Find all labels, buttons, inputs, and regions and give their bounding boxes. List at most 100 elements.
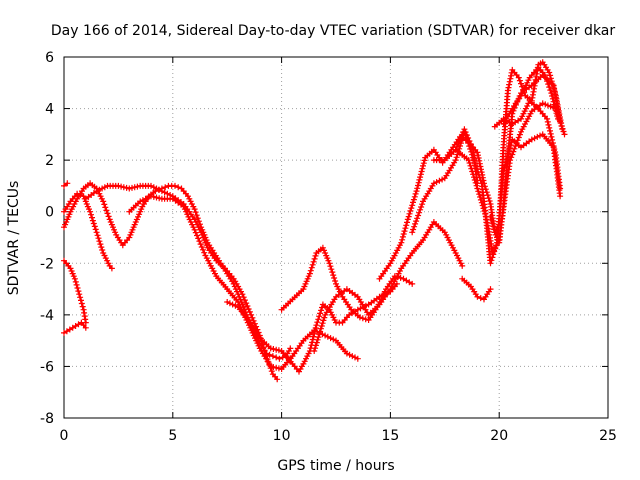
data-point <box>478 199 485 206</box>
data-point <box>273 364 280 371</box>
data-point <box>558 120 565 127</box>
data-point <box>139 197 146 204</box>
data-point <box>488 257 495 264</box>
data-point <box>115 182 122 189</box>
data-point <box>476 191 483 198</box>
data-point <box>312 327 318 334</box>
data-point <box>506 147 513 154</box>
data-point <box>307 267 314 274</box>
data-point <box>507 142 514 149</box>
data-point <box>317 328 324 335</box>
data-point <box>488 217 495 223</box>
data-point <box>102 204 109 211</box>
data-point <box>417 174 424 181</box>
data-point <box>421 157 428 164</box>
data-point <box>96 186 103 193</box>
data-point <box>312 345 319 352</box>
data-point <box>250 317 257 324</box>
data-point <box>105 213 112 220</box>
data-point <box>276 355 283 362</box>
data-point <box>455 140 462 147</box>
series-arc-16 <box>487 59 566 236</box>
data-point <box>312 342 319 349</box>
data-point <box>148 182 154 189</box>
data-point <box>72 278 79 285</box>
data-point <box>352 354 358 361</box>
data-point <box>404 219 410 226</box>
data-point <box>479 202 486 209</box>
data-point <box>94 232 101 239</box>
data-point <box>319 320 326 327</box>
data-point <box>559 126 566 133</box>
data-point <box>134 183 141 190</box>
data-point <box>95 235 102 242</box>
data-point <box>61 182 67 189</box>
data-point <box>312 252 319 259</box>
data-point <box>232 302 239 309</box>
data-point <box>414 185 421 192</box>
data-point <box>518 80 524 87</box>
data-point <box>436 177 443 184</box>
data-point <box>79 303 86 310</box>
x-tick-label: 5 <box>168 428 177 444</box>
data-point <box>246 308 253 315</box>
data-point <box>92 226 99 233</box>
data-point <box>193 212 200 219</box>
data-point <box>418 168 425 175</box>
data-point <box>519 113 526 120</box>
data-point <box>346 351 353 358</box>
data-point <box>481 208 488 215</box>
data-point <box>315 334 322 341</box>
data-point <box>275 347 282 354</box>
data-point <box>96 238 103 245</box>
data-point <box>150 184 157 191</box>
data-point <box>552 104 559 111</box>
data-point <box>555 115 561 122</box>
data-point <box>546 69 553 76</box>
data-point <box>241 297 248 304</box>
series-arc-17 <box>500 64 561 127</box>
data-point <box>548 90 555 97</box>
data-point <box>311 330 318 337</box>
data-point <box>73 281 80 288</box>
data-point <box>270 346 277 352</box>
data-point <box>77 192 84 198</box>
data-point <box>309 261 316 268</box>
plot-frame <box>63 56 609 419</box>
data-point <box>528 136 535 143</box>
data-point <box>401 228 408 235</box>
data-point <box>316 331 323 338</box>
data-point <box>419 201 426 208</box>
data-point <box>465 135 472 141</box>
data-point <box>78 300 85 307</box>
series-arc-5 <box>61 180 71 189</box>
data-point <box>534 133 541 140</box>
x-tick-label: 0 <box>60 428 69 444</box>
data-point <box>314 319 321 326</box>
data-point <box>194 215 201 222</box>
data-point <box>315 316 322 323</box>
data-point <box>104 210 111 217</box>
data-point <box>419 165 426 172</box>
data-point <box>319 304 325 311</box>
data-point <box>400 231 407 237</box>
data-point <box>273 354 280 361</box>
data-point <box>477 295 484 302</box>
data-point <box>91 223 98 230</box>
data-point <box>420 162 426 169</box>
data-point <box>557 185 564 192</box>
data-point <box>453 143 460 150</box>
y-tick-label: -4 <box>40 308 54 324</box>
data-point <box>547 72 554 79</box>
data-point <box>75 288 82 295</box>
data-point <box>411 193 418 200</box>
data-point <box>362 316 369 323</box>
data-point <box>415 179 422 186</box>
data-point <box>506 145 513 151</box>
data-point <box>545 81 552 88</box>
data-point <box>406 210 413 217</box>
data-point <box>153 185 160 192</box>
data-point <box>356 314 363 321</box>
data-point <box>516 131 523 138</box>
data-point <box>317 325 324 332</box>
